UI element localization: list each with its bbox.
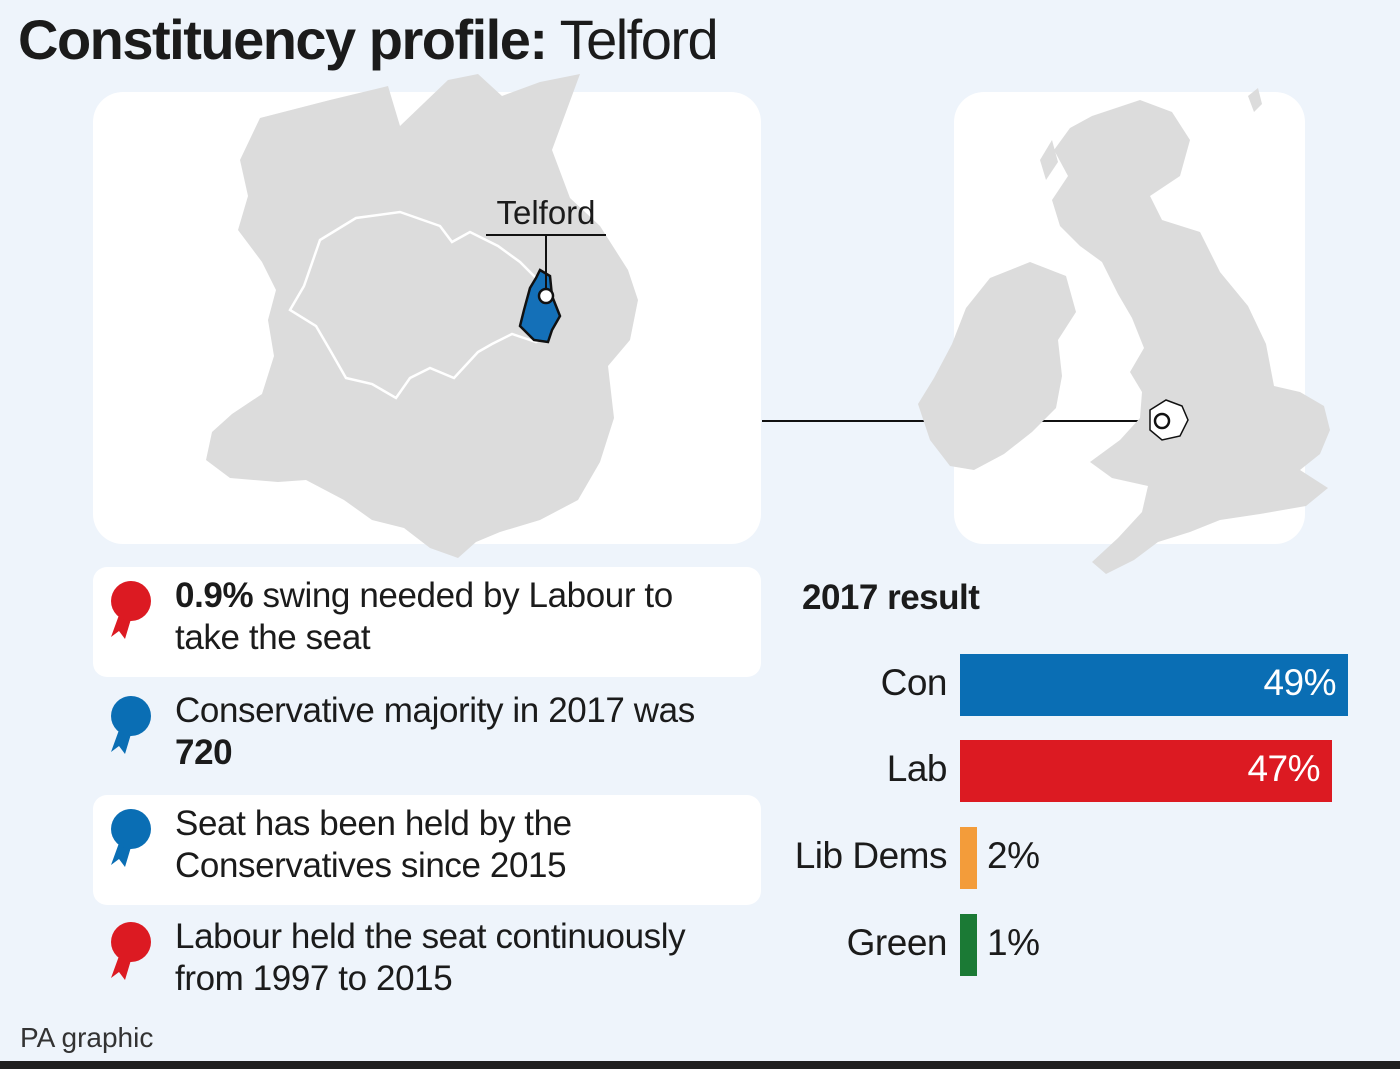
- fact-text: Labour held the seat continuously from 1…: [175, 917, 686, 998]
- bar-label: Lab: [886, 748, 948, 789]
- fact-text: Seat has been held by the Conservatives …: [175, 804, 572, 885]
- fact-card: Conservative majority in 2017 was 720: [93, 682, 761, 792]
- marker-label: Telford: [496, 194, 595, 231]
- bar-lab: [960, 740, 1332, 802]
- uk-ireland-map-icon: [918, 88, 1330, 574]
- ireland-shape: [918, 262, 1076, 470]
- fact-text: 0.9% swing needed by Labour to take the …: [175, 575, 745, 659]
- bar-label: Green: [846, 922, 948, 963]
- shetland-shape: [1248, 88, 1262, 112]
- fact-body: Conservative majority in 2017 was: [175, 691, 695, 730]
- bottom-rule: [0, 1061, 1400, 1069]
- great-britain-shape: [1052, 100, 1330, 574]
- fact-body: swing needed by Labour to take the seat: [175, 576, 673, 657]
- county-outline: [206, 74, 638, 558]
- title-bold: Constituency profile:: [18, 8, 548, 71]
- shropshire-map-icon: Telford: [206, 74, 638, 558]
- credit-footer: PA graphic: [20, 1022, 154, 1053]
- fact-text: Conservative majority in 2017 was 720: [175, 690, 745, 774]
- page-title: Constituency profile: Telford: [18, 8, 719, 72]
- marker-dot: [537, 287, 555, 305]
- rosette-icon: [111, 696, 151, 754]
- fact-highlight: 720: [175, 733, 233, 772]
- bar-value-label: 47%: [1247, 748, 1320, 789]
- fact-card: Labour held the seat continuously from 1…: [93, 908, 761, 1018]
- rosette-icon: [111, 581, 151, 639]
- bar-value-label: 49%: [1263, 662, 1336, 703]
- bar-value-label: 1%: [987, 922, 1040, 963]
- title-constituency: Telford: [546, 8, 719, 71]
- bar-con: [960, 654, 1348, 716]
- bar-label: Lib Dems: [794, 835, 948, 876]
- fact-card: Seat has been held by the Conservatives …: [93, 795, 761, 905]
- chart-title: 2017 result: [802, 578, 980, 617]
- rosette-icon: [111, 922, 151, 980]
- bar-value-label: 2%: [987, 835, 1040, 876]
- fact-highlight: 0.9%: [175, 576, 254, 615]
- district-boundary: [288, 210, 558, 400]
- uk-marker-dot: [1153, 412, 1171, 430]
- bar-label: Con: [880, 662, 948, 703]
- hebrides-shape: [1040, 140, 1058, 180]
- bar-green: [960, 914, 977, 976]
- rosette-icon: [111, 809, 151, 867]
- fact-card: 0.9% swing needed by Labour to take the …: [93, 567, 761, 677]
- bar-lib-dems: [960, 827, 977, 889]
